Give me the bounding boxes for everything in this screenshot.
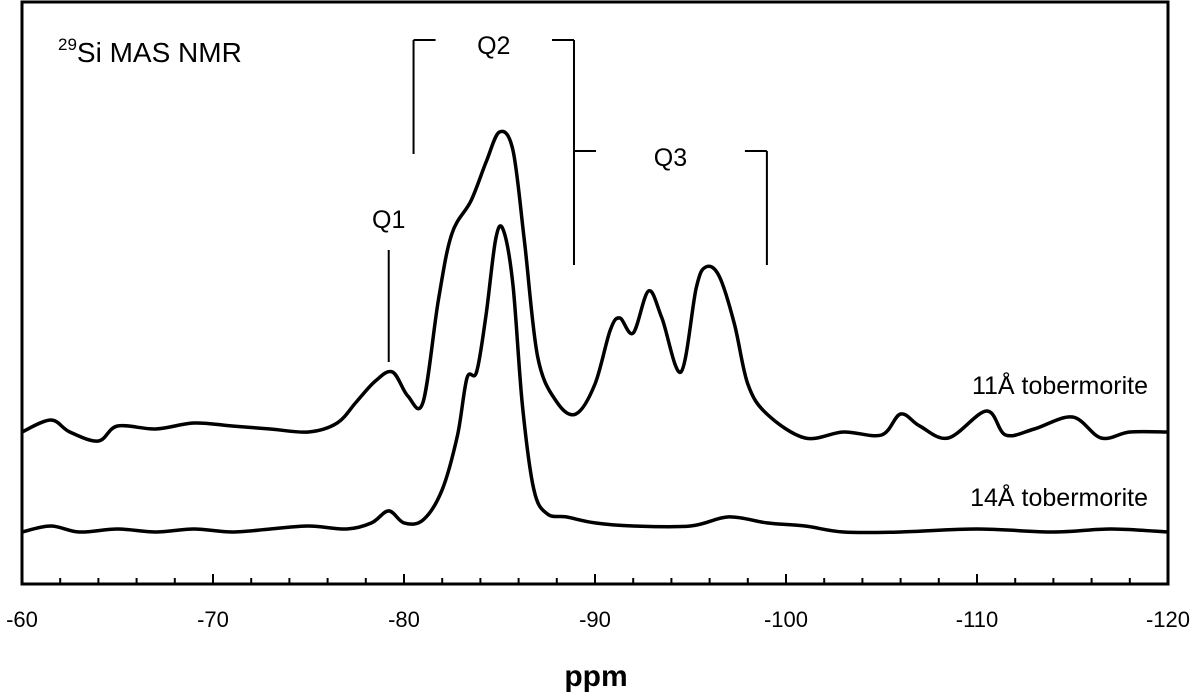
series-label-11a: 11Å tobermorite <box>972 370 1148 400</box>
x-tick-label: -100 <box>764 607 808 632</box>
chart-title: 29Si MAS NMR <box>58 35 242 68</box>
spectrum-traces <box>21 129 1169 535</box>
x-tick-label: -110 <box>956 607 998 632</box>
x-axis-tick-labels: -60 -70 -80 -90 -100 -110 -120 <box>6 607 1190 632</box>
annotation-q3: Q3 <box>572 144 768 265</box>
annotation-q2: Q2 <box>412 32 575 265</box>
x-axis-ticks <box>21 574 1169 584</box>
trace-14a-tobermorite <box>21 224 1169 535</box>
annotation-label: Q1 <box>372 206 405 234</box>
x-tick-label: -60 <box>6 607 38 632</box>
annotation-label: Q2 <box>477 32 510 60</box>
x-axis-title: ppm <box>564 660 627 693</box>
series-label-14a: 14Å tobermorite <box>970 482 1148 512</box>
annotation-label: Q3 <box>654 144 687 172</box>
trace-11a-tobermorite <box>21 129 1169 443</box>
x-tick-label: -90 <box>579 607 611 632</box>
annotation-q1: Q1 <box>372 206 405 362</box>
x-tick-label: -80 <box>388 607 420 632</box>
x-tick-label: -120 <box>1146 607 1190 632</box>
chart-title-text: Si MAS NMR <box>77 37 242 68</box>
peak-annotations: Q1 Q2 Q3 <box>372 32 768 362</box>
chart-title-superscript: 29 <box>58 35 77 54</box>
x-tick-label: -70 <box>197 607 229 632</box>
